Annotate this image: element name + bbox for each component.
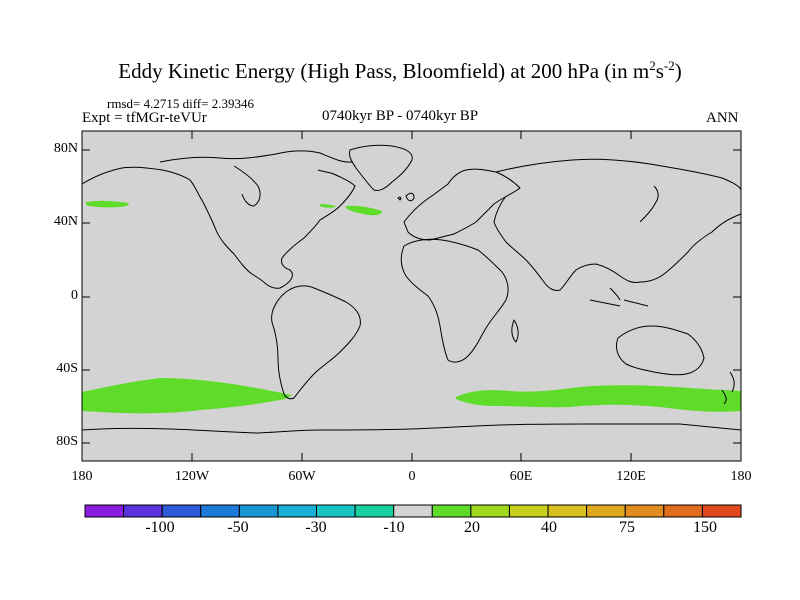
colorbar-swatch xyxy=(624,504,665,518)
period-label: 0740kyr BP - 0740kyr BP xyxy=(322,108,479,124)
new-zealand-coast xyxy=(721,371,735,405)
north-pacific-patch xyxy=(86,200,129,208)
season-label: ANN xyxy=(706,110,739,126)
experiment-label: Expt = tfMGr-teVUr xyxy=(82,110,207,126)
north-atlantic-patch xyxy=(346,205,383,216)
asia-coast xyxy=(493,158,742,291)
australia-coast xyxy=(615,325,705,376)
lat-label-0: 0 xyxy=(71,288,78,303)
colorbar-label: -10 xyxy=(383,519,405,536)
coastlines xyxy=(81,144,742,434)
japan-coast xyxy=(639,185,659,223)
colorbar-swatch xyxy=(200,504,240,518)
colorbar-swatch xyxy=(701,504,742,518)
lon-label-120e: 120E xyxy=(616,469,646,484)
canadian-arctic-coast xyxy=(159,150,353,207)
colorbar-label: 75 xyxy=(619,519,635,536)
colorbar-swatch xyxy=(393,504,433,518)
lat-label-80n: 80N xyxy=(53,141,78,156)
lon-label-120w: 120W xyxy=(174,469,210,484)
southern-ocean-band-indian xyxy=(456,385,741,412)
southern-ocean-band-pacific xyxy=(82,378,292,414)
greenland-coast xyxy=(349,144,413,191)
lon-label-0: 0 xyxy=(408,469,416,484)
europe-coast xyxy=(403,168,521,241)
colorbar-swatch xyxy=(586,504,626,518)
colorbar-swatch xyxy=(161,504,202,518)
lon-label-180e: 180 xyxy=(730,469,752,484)
colorbar-label: 150 xyxy=(693,519,717,536)
colorbar xyxy=(84,504,742,518)
colorbar-swatch xyxy=(431,504,472,518)
lat-label-80s: 80S xyxy=(56,434,78,449)
colorbar-swatch xyxy=(663,504,703,518)
lat-label-40s: 40S xyxy=(56,361,78,376)
north-atlantic-small-patch xyxy=(320,204,336,208)
colorbar-label: -50 xyxy=(227,519,249,536)
colorbar-swatch xyxy=(123,504,163,518)
colorbar-swatch xyxy=(316,504,356,518)
colorbar-swatch xyxy=(508,504,549,518)
british-isles-coast xyxy=(397,192,415,202)
africa-coast xyxy=(400,238,509,363)
colorbar-label: -100 xyxy=(145,519,175,536)
stats-text: rmsd= 4.2715 diff= 2.39346 xyxy=(107,96,254,111)
colorbar-label: 40 xyxy=(541,519,557,536)
colorbar-swatch xyxy=(277,504,318,518)
south-america-coast xyxy=(271,285,361,400)
plot-title: Eddy Kinetic Energy (High Pass, Bloomfie… xyxy=(118,58,682,83)
axis-ticks xyxy=(81,131,742,461)
antarctica-coast xyxy=(81,423,742,434)
colorbar-label: -30 xyxy=(305,519,327,536)
colorbar-swatch xyxy=(547,504,588,518)
lat-label-40n: 40N xyxy=(53,214,78,229)
lon-label-60w: 60W xyxy=(288,469,316,484)
madagascar-coast xyxy=(511,319,519,343)
colorbar-swatch xyxy=(470,504,510,518)
positive-diff-patches xyxy=(82,200,741,414)
lon-label-180w: 180 xyxy=(71,469,93,484)
colorbar-swatch xyxy=(84,504,125,518)
lon-label-60e: 60E xyxy=(509,469,533,484)
indonesia-coast xyxy=(589,287,649,307)
colorbar-swatch xyxy=(238,504,279,518)
colorbar-swatch xyxy=(354,504,395,518)
north-america-coast xyxy=(81,166,356,289)
colorbar-label: 20 xyxy=(464,519,480,536)
